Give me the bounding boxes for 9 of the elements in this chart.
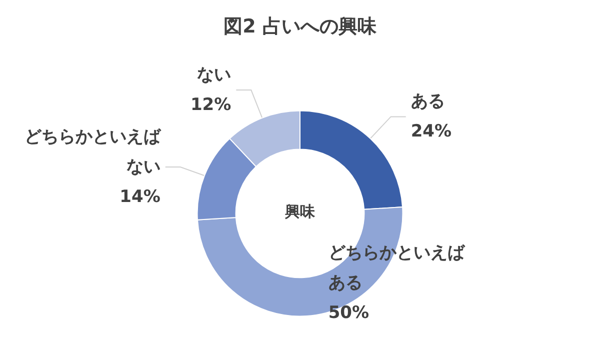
text: 興味	[284, 202, 316, 220]
data-label: 14%	[120, 187, 160, 208]
slice-label: ある	[410, 92, 445, 112]
data-label: 24%	[410, 122, 452, 142]
slice-label: どちらかといえばない	[24, 127, 162, 178]
data-label: 12%	[190, 95, 232, 116]
data-label: 50%	[328, 303, 370, 323]
chart-title: 図2 占いへの興味	[224, 16, 378, 38]
slice-label: ない	[197, 65, 232, 86]
